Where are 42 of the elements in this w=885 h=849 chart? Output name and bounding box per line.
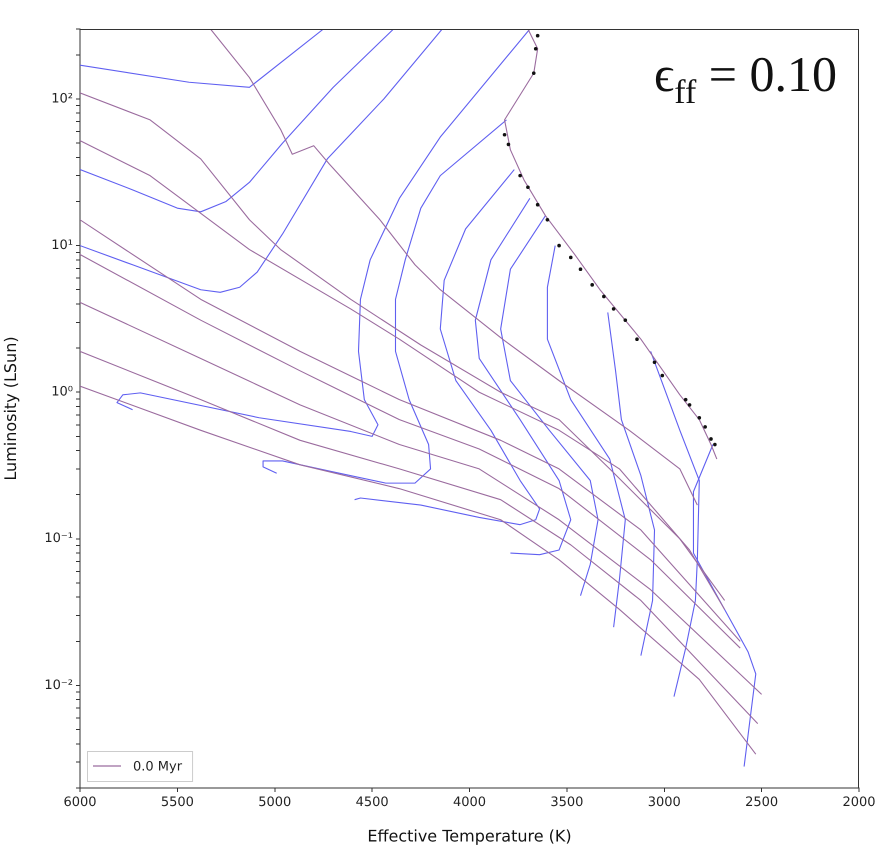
point bbox=[709, 437, 713, 441]
x-tick-label: 3000 bbox=[648, 795, 681, 810]
point bbox=[590, 283, 594, 287]
point bbox=[652, 360, 656, 364]
point bbox=[635, 337, 639, 341]
point bbox=[536, 34, 540, 38]
x-tick-label: 5500 bbox=[160, 795, 194, 810]
point bbox=[602, 294, 606, 298]
y-tick-label: 10² bbox=[51, 91, 73, 106]
point bbox=[703, 425, 707, 429]
y-tick-label: 10⁰ bbox=[51, 384, 73, 400]
point bbox=[506, 142, 510, 146]
point bbox=[698, 416, 702, 420]
y-tick-label: 10⁻¹ bbox=[44, 531, 73, 546]
point bbox=[546, 218, 550, 222]
point bbox=[532, 71, 536, 75]
point bbox=[688, 403, 692, 407]
point bbox=[578, 267, 582, 272]
point bbox=[518, 174, 522, 178]
x-axis-title: Effective Temperature (K) bbox=[367, 826, 572, 846]
point bbox=[713, 442, 717, 446]
x-tick-label: 4000 bbox=[452, 795, 486, 810]
x-tick-label: 6000 bbox=[63, 795, 97, 810]
y-axis-title: Luminosity (LSun) bbox=[0, 336, 20, 481]
point bbox=[684, 398, 688, 402]
point bbox=[502, 132, 506, 137]
x-tick-label: 2500 bbox=[745, 795, 778, 810]
point bbox=[536, 202, 540, 207]
y-tick-label: 10⁻² bbox=[44, 678, 73, 693]
point bbox=[660, 374, 664, 378]
x-tick-label: 5000 bbox=[258, 795, 292, 810]
point bbox=[557, 244, 561, 248]
point bbox=[568, 256, 573, 260]
y-tick-label: 10¹ bbox=[51, 238, 73, 253]
x-tick-label: 4500 bbox=[356, 795, 389, 810]
legend-label: 0.0 Myr bbox=[133, 759, 183, 774]
point bbox=[534, 46, 538, 51]
point bbox=[624, 318, 628, 322]
x-tick-label: 3500 bbox=[550, 795, 584, 810]
point bbox=[612, 307, 616, 311]
point bbox=[526, 185, 530, 190]
x-tick-label: 2000 bbox=[842, 795, 876, 810]
